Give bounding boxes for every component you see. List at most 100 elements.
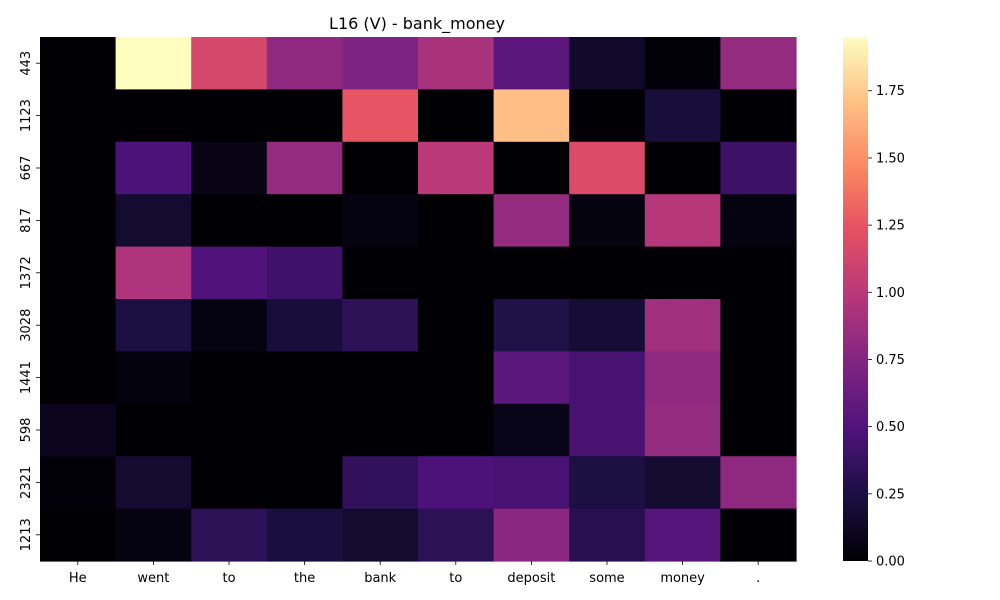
heatmap-cell [191,194,268,248]
heatmap-cell [418,403,495,457]
x-tick-label: the [294,571,315,586]
heatmap-cell [569,403,646,457]
heatmap-cell [644,456,721,510]
heatmap-cell [418,299,495,352]
heatmap-cell [266,351,343,405]
heatmap-cell [493,37,570,90]
heatmap-cell [342,351,419,405]
heatmap-cell [115,403,192,457]
heatmap-cell [115,194,192,248]
heatmap-cell [266,403,343,457]
colorbar-tick-label: 1.25 [876,219,905,234]
colorbar [843,37,868,561]
heatmap-cell [342,246,419,300]
heatmap-cell [342,89,419,143]
heatmap-cell [191,508,268,562]
heatmap-cell [342,141,419,195]
heatmap-cell [418,456,495,510]
heatmap-cell [418,37,495,90]
heatmap-cell [40,194,117,248]
colorbar-tick-label: 0.50 [876,420,905,435]
heatmap-cell [569,456,646,510]
heatmap-cell [493,246,570,300]
heatmap-cell [720,403,797,457]
heatmap-cell [266,508,343,562]
heatmap-cell [40,37,117,90]
heatmap-cell [644,37,721,90]
heatmap-cell [720,351,797,405]
heatmap-cell [115,508,192,562]
heatmap-cells [40,37,797,562]
heatmap-cell [342,456,419,510]
chart-title: L16 (V) - bank_money [329,14,505,34]
heatmap-cell [569,141,646,195]
x-tick-label: money [660,571,705,586]
heatmap-cell [40,141,117,195]
heatmap-cell [720,194,797,248]
heatmap-cell [191,351,268,405]
y-tick-label: 1123 [19,99,34,132]
colorbar-tick-label: 1.00 [876,286,905,301]
x-tick-label: He [69,571,87,586]
heatmap-cell [493,403,570,457]
y-tick-label: 1441 [19,361,34,394]
heatmap-cell [40,351,117,405]
heatmap-cell [266,246,343,300]
x-tick-label: went [137,571,169,586]
heatmap-cell [266,89,343,143]
heatmap-cell [418,246,495,300]
heatmap-cell [115,246,192,300]
heatmap-cell [40,508,117,562]
heatmap-cell [418,351,495,405]
heatmap-cell [115,37,192,90]
y-tick-label: 1372 [19,256,34,289]
heatmap-cell [720,508,797,562]
heatmap-cell [493,299,570,352]
heatmap-cell [569,194,646,248]
colorbar-tick-label: 1.50 [876,151,905,166]
heatmap-cell [342,403,419,457]
heatmap-cell [266,299,343,352]
x-axis-ticks: He went to the bank to deposit some money. [69,561,760,586]
heatmap-cell [493,351,570,405]
heatmap-cell [644,141,721,195]
heatmap-cell [644,403,721,457]
heatmap-cell [191,456,268,510]
heatmap-cell [720,456,797,510]
heatmap-cell [569,351,646,405]
colorbar-tick-label: 0.25 [876,487,905,502]
colorbar-tick-label: 0.75 [876,353,905,368]
heatmap-cell [115,141,192,195]
heatmap-cell [493,194,570,248]
heatmap-cell [40,299,117,352]
x-tick-label: to [449,571,462,586]
heatmap-cell [493,508,570,562]
colorbar-tick-label: 1.75 [876,84,905,99]
heatmap-cell [191,89,268,143]
heatmap-cell [266,37,343,90]
heatmap-cell [191,403,268,457]
y-tick-label: 598 [19,418,34,443]
heatmap-cell [266,456,343,510]
heatmap-cell [720,89,797,143]
heatmap-cell [569,37,646,90]
heatmap-cell [191,141,268,195]
heatmap-cell [115,299,192,352]
heatmap-cell [40,403,117,457]
heatmap-cell [115,89,192,143]
heatmap-cell [720,141,797,195]
heatmap-cell [720,246,797,300]
heatmap-cell [644,299,721,352]
heatmap-cell [493,89,570,143]
heatmap-cell [40,246,117,300]
heatmap-cell [266,194,343,248]
heatmap-cell [342,299,419,352]
heatmap-cell [720,37,797,90]
heatmap-cell [720,299,797,352]
heatmap-cell [191,246,268,300]
heatmap-cell [418,89,495,143]
x-tick-label: bank [364,571,396,586]
x-tick-label: . [756,571,760,586]
heatmap-cell [569,89,646,143]
